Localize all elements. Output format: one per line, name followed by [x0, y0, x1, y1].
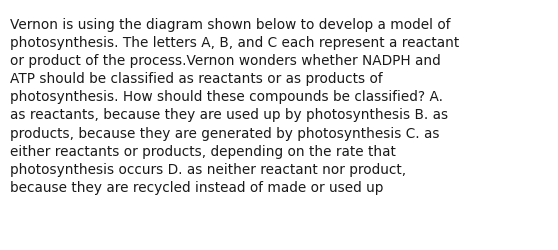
Text: Vernon is using the diagram shown below to develop a model of
photosynthesis. Th: Vernon is using the diagram shown below … [10, 18, 459, 194]
